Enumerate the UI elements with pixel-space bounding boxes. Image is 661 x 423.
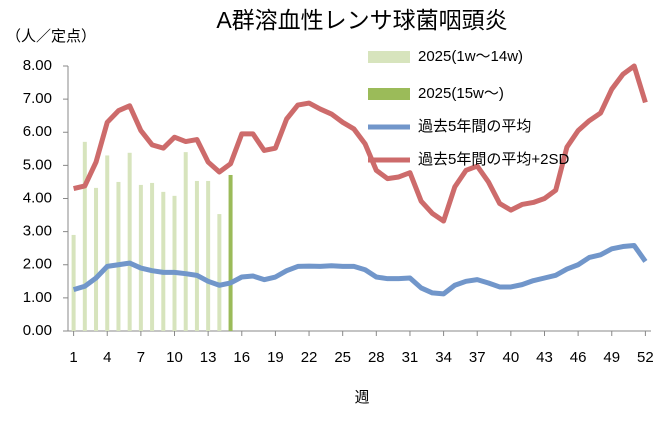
y-tick-label: 6.00	[23, 123, 52, 140]
x-tick-label: 1	[69, 349, 77, 366]
x-tick-label: 40	[503, 349, 520, 366]
x-tick-label: 31	[402, 349, 419, 366]
y-tick-label: 0.00	[23, 322, 52, 339]
chart-title: A群溶血性レンサ球菌咽頭炎	[216, 7, 507, 33]
x-tick-label: 28	[368, 349, 385, 366]
bar	[183, 152, 188, 331]
legend-label: 過去5年間の平均+2SD	[418, 151, 569, 168]
x-tick-label: 43	[536, 349, 553, 366]
y-tick-label: 3.00	[23, 223, 52, 240]
bar	[82, 141, 87, 331]
x-tick-label: 25	[334, 349, 351, 366]
x-tick-label: 22	[301, 349, 318, 366]
legend-label: 2025(1w〜14w)	[418, 48, 523, 65]
y-tick-label: 7.00	[23, 90, 52, 107]
x-tick-label: 7	[137, 349, 145, 366]
x-tick-label: 4	[103, 349, 111, 366]
bar	[105, 155, 110, 331]
bar	[138, 184, 143, 331]
y-tick-label: 1.00	[23, 289, 52, 306]
x-tick-label: 34	[435, 349, 452, 366]
x-tick-label: 46	[570, 349, 587, 366]
x-axis-label: 週	[354, 389, 369, 406]
bar	[228, 174, 233, 331]
y-tick-label: 4.00	[23, 189, 52, 206]
x-tick-label: 10	[166, 349, 183, 366]
bar	[127, 152, 132, 331]
bar	[71, 234, 76, 331]
x-tick-label: 37	[469, 349, 486, 366]
legend-swatch	[368, 88, 410, 100]
y-tick-label: 2.00	[23, 256, 52, 273]
bar	[194, 180, 199, 331]
bar	[150, 182, 155, 331]
y-tick-label: 8.00	[23, 57, 52, 74]
legend-swatch	[368, 51, 410, 63]
x-tick-label: 13	[200, 349, 217, 366]
line	[72, 243, 648, 297]
y-axis-label: （人／定点）	[6, 28, 96, 45]
bar	[161, 191, 166, 331]
x-tick-label: 52	[637, 349, 654, 366]
bar	[206, 180, 211, 331]
bar	[172, 195, 177, 331]
legend-label: 過去5年間の平均	[418, 118, 531, 135]
x-tick-label: 49	[603, 349, 620, 366]
bar	[217, 214, 222, 331]
legend-label: 2025(15w〜)	[418, 85, 504, 102]
x-tick-label: 19	[267, 349, 284, 366]
bar	[116, 181, 121, 331]
x-tick-label: 16	[233, 349, 250, 366]
line	[73, 63, 648, 224]
y-tick-label: 5.00	[23, 156, 52, 173]
bar	[94, 187, 99, 331]
